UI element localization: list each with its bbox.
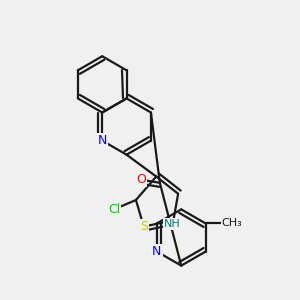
Text: NH: NH bbox=[164, 219, 181, 229]
Text: S: S bbox=[140, 220, 148, 233]
Text: O: O bbox=[136, 173, 146, 186]
Text: N: N bbox=[152, 245, 162, 258]
Text: CH₃: CH₃ bbox=[222, 218, 242, 228]
Text: N: N bbox=[98, 134, 107, 147]
Text: Cl: Cl bbox=[108, 203, 120, 216]
